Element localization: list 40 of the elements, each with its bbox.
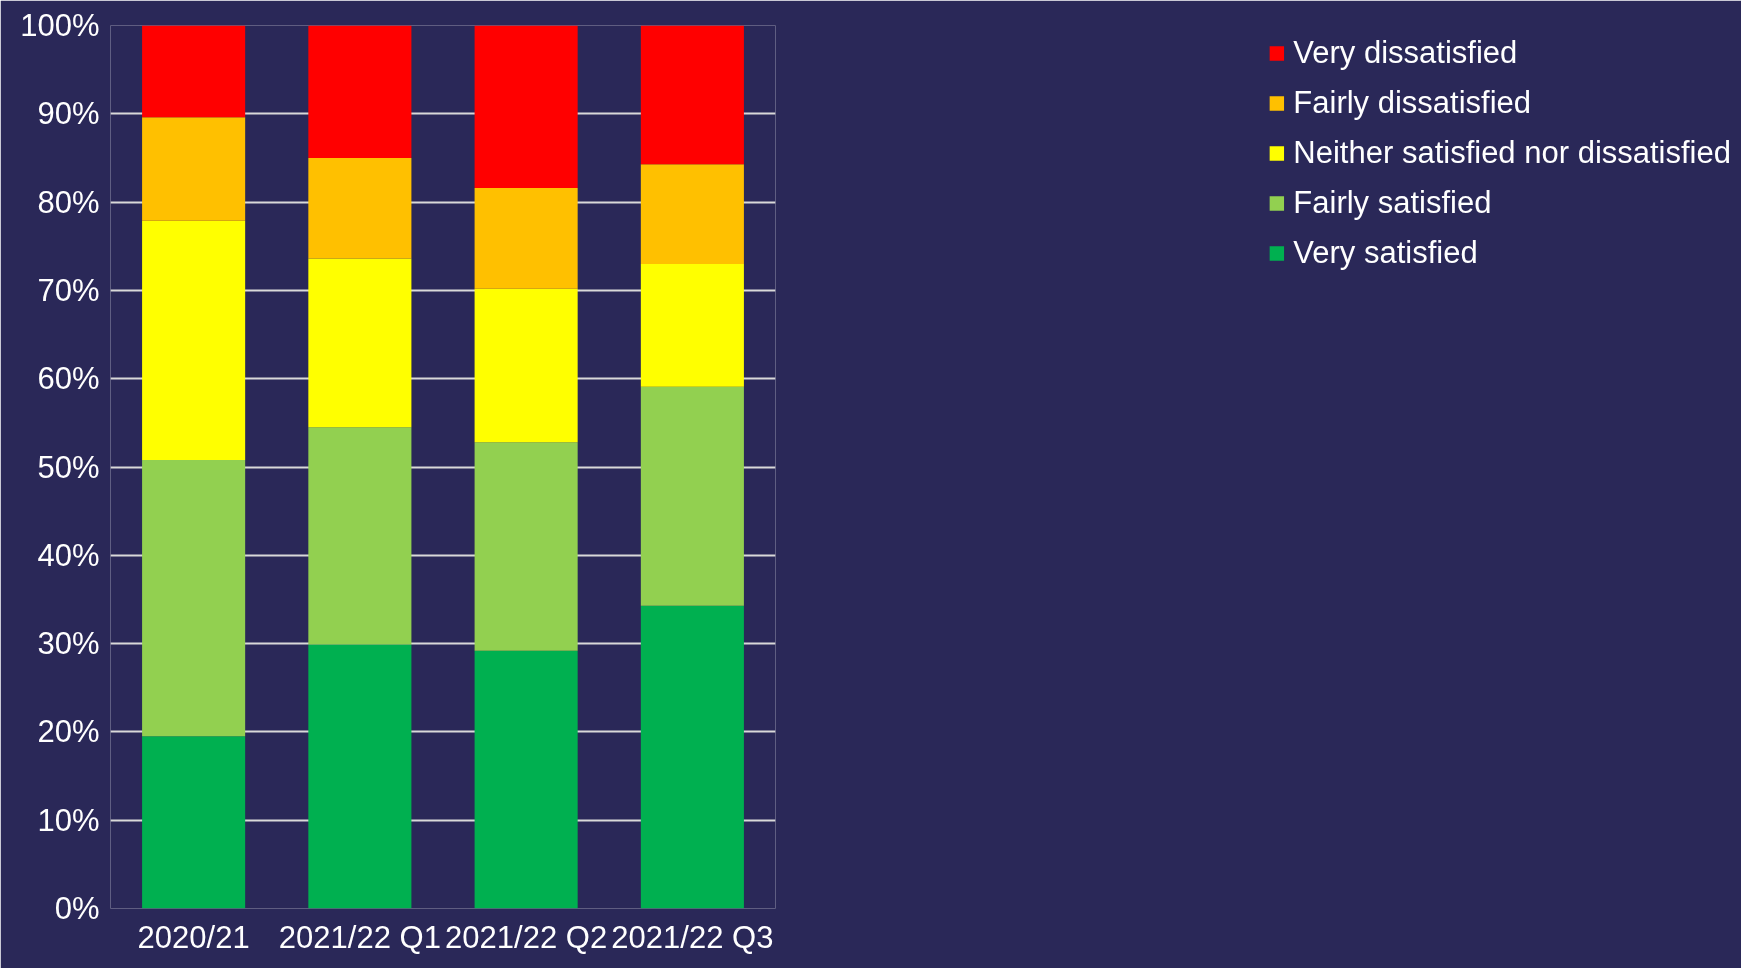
bar <box>142 220 246 460</box>
bar <box>142 25 246 118</box>
y-tick-label: 90% <box>37 96 100 132</box>
legend-label: Very dissatisfied <box>1293 35 1518 71</box>
bar <box>142 459 246 737</box>
bar <box>308 258 412 428</box>
x-tick-label: 2021/22 Q3 <box>611 919 774 955</box>
x-tick-label: 2021/22 Q1 <box>278 919 441 955</box>
bar <box>640 25 744 165</box>
y-tick-label: 80% <box>37 184 100 220</box>
bar <box>640 605 744 909</box>
bar <box>142 117 246 221</box>
bar <box>640 263 744 387</box>
legend-label: Fairly satisfied <box>1293 185 1492 221</box>
legend-label: Very satisfied <box>1293 235 1478 271</box>
y-tick-label: 60% <box>37 361 100 397</box>
bar <box>142 736 246 909</box>
y-tick-label: 30% <box>37 626 100 662</box>
bar <box>308 644 412 909</box>
bar <box>640 386 744 606</box>
y-tick-label: 0% <box>54 891 100 926</box>
y-tick-label: 70% <box>37 272 100 308</box>
bar <box>640 164 744 264</box>
y-tick-label: 50% <box>37 449 100 485</box>
x-tick-label: 2020/21 <box>137 919 250 955</box>
bar <box>308 427 412 645</box>
y-tick-label: 40% <box>37 537 100 573</box>
legend-label: Neither satisfied nor dissatisfied <box>1293 135 1731 171</box>
bar <box>474 650 578 909</box>
bar <box>474 288 578 443</box>
bar <box>308 157 412 259</box>
y-tick-label: 20% <box>37 714 100 750</box>
y-tick-label: 10% <box>37 802 100 838</box>
y-tick-label: 100% <box>20 8 100 43</box>
legend-label: Fairly dissatisfied <box>1293 85 1532 121</box>
bar <box>308 25 412 158</box>
x-tick-label: 2021/22 Q2 <box>445 919 608 955</box>
bar <box>474 25 578 188</box>
bar <box>474 442 578 651</box>
bar <box>474 187 578 289</box>
